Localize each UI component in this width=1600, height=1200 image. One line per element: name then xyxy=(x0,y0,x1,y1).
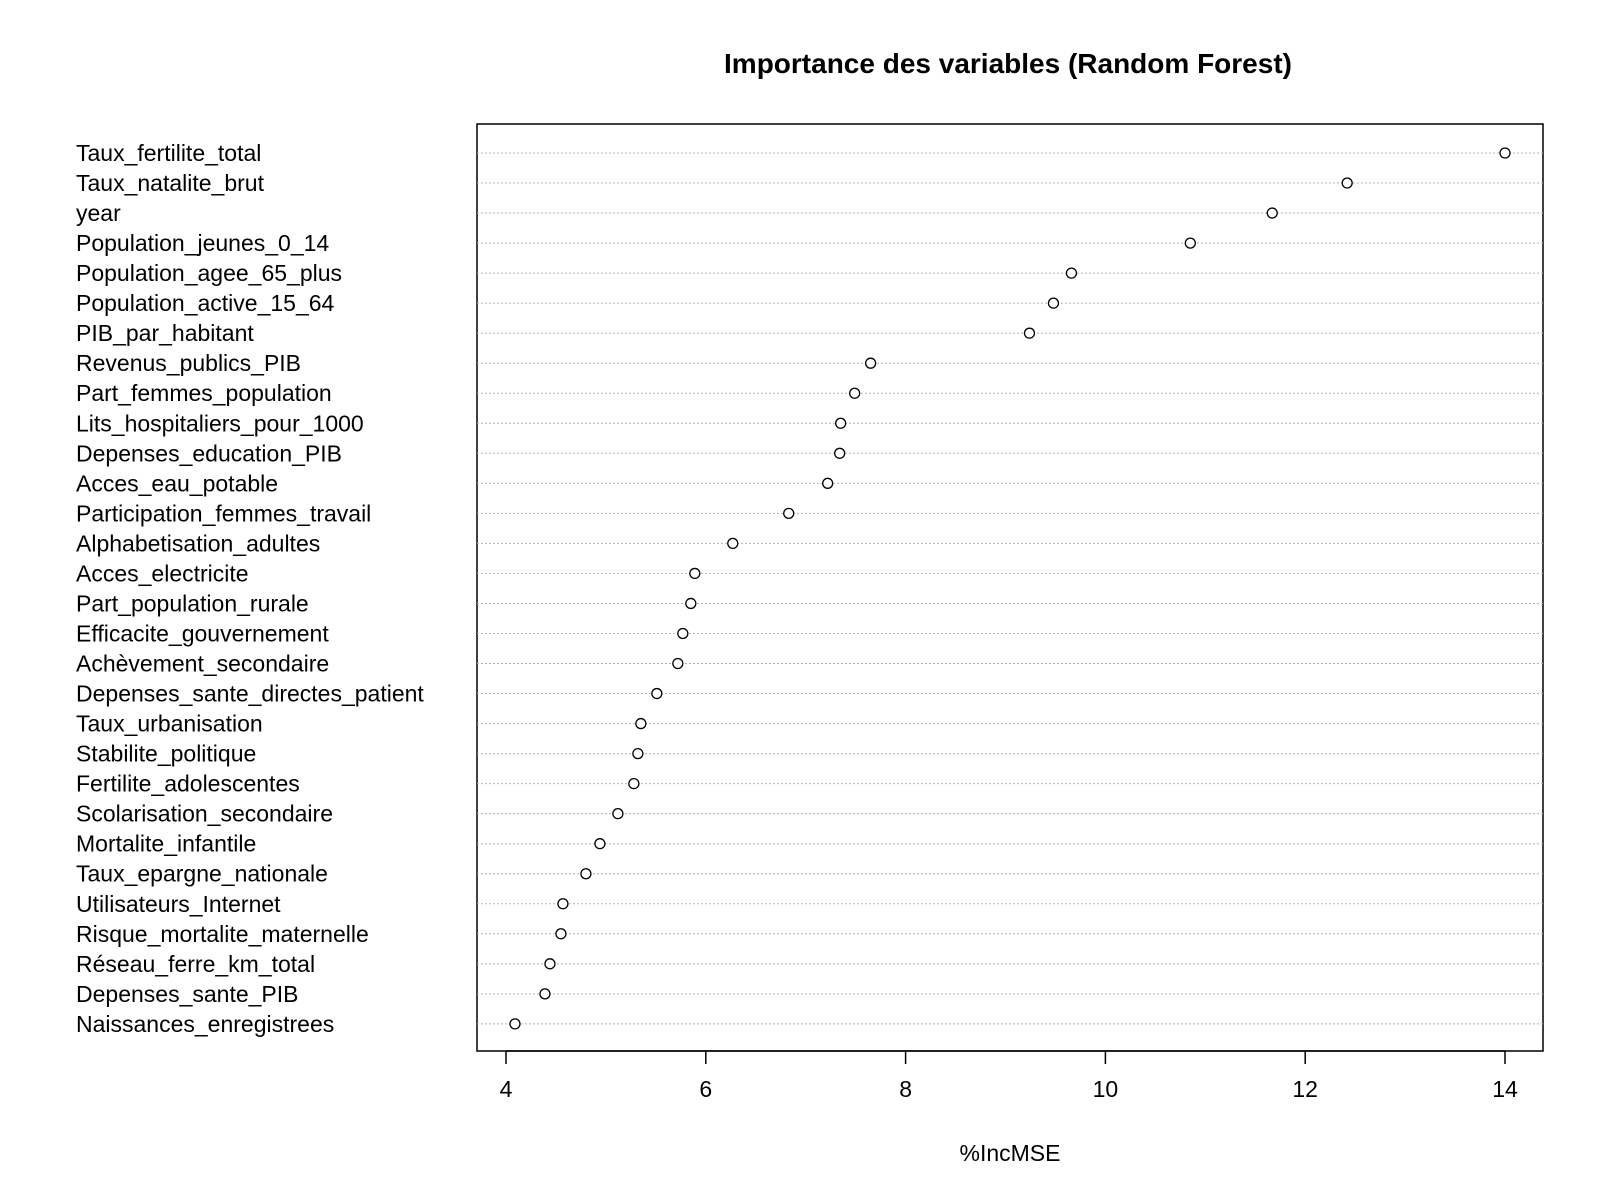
x-tick-label: 4 xyxy=(500,1076,513,1102)
data-point xyxy=(556,929,566,939)
x-tick-label: 6 xyxy=(699,1076,712,1102)
category-label: Stabilite_politique xyxy=(76,741,256,767)
category-label: Achèvement_secondaire xyxy=(76,651,329,677)
data-point xyxy=(1048,298,1058,308)
category-label: Efficacite_gouvernement xyxy=(76,620,329,646)
data-point xyxy=(1024,328,1034,338)
category-label: Alphabetisation_adultes xyxy=(76,530,320,556)
category-label: Taux_fertilite_total xyxy=(76,140,261,166)
data-point xyxy=(1267,208,1277,218)
data-points xyxy=(510,148,1510,1029)
category-label: Utilisateurs_Internet xyxy=(76,891,281,917)
data-point xyxy=(540,989,550,999)
data-point xyxy=(835,448,845,458)
category-label: Taux_urbanisation xyxy=(76,711,263,737)
category-label: Acces_electricite xyxy=(76,560,249,586)
x-tick-label: 12 xyxy=(1292,1076,1318,1102)
data-point xyxy=(690,568,700,578)
data-point xyxy=(1342,178,1352,188)
category-label: Participation_femmes_travail xyxy=(76,500,371,526)
plot-frame xyxy=(477,124,1543,1051)
data-point xyxy=(595,839,605,849)
category-label: Depenses_sante_PIB xyxy=(76,981,299,1007)
category-label: Population_jeunes_0_14 xyxy=(76,230,329,256)
category-label: Réseau_ferre_km_total xyxy=(76,951,315,977)
x-tick-label: 8 xyxy=(899,1076,912,1102)
data-point xyxy=(510,1019,520,1029)
category-label: Population_agee_65_plus xyxy=(76,260,342,286)
category-label: Depenses_sante_directes_patient xyxy=(76,681,424,707)
data-point xyxy=(545,959,555,969)
data-point xyxy=(866,358,876,368)
category-label: Taux_natalite_brut xyxy=(76,170,265,196)
x-axis-title: %IncMSE xyxy=(960,1140,1061,1166)
category-labels: Taux_fertilite_total Taux_natalite_brutye… xyxy=(76,140,424,1037)
category-label: Part_femmes_population xyxy=(76,380,332,406)
data-point xyxy=(629,779,639,789)
data-point xyxy=(728,538,738,548)
data-point xyxy=(784,508,794,518)
gridlines xyxy=(477,153,1543,1024)
category-label: Scolarisation_secondaire xyxy=(76,801,333,827)
data-point xyxy=(823,478,833,488)
data-point xyxy=(558,899,568,909)
data-point xyxy=(686,598,696,608)
x-axis: 4 6 8 10 12 14 xyxy=(500,1051,1518,1102)
category-label: Revenus_publics_PIB xyxy=(76,350,301,376)
category-label: Risque_mortalite_maternelle xyxy=(76,921,369,947)
data-point xyxy=(581,869,591,879)
category-label: Taux_epargne_nationale xyxy=(76,861,328,887)
data-point xyxy=(633,749,643,759)
data-point xyxy=(678,628,688,638)
category-label: Population_active_15_64 xyxy=(76,290,335,316)
data-point xyxy=(652,689,662,699)
data-point xyxy=(636,719,646,729)
category-label: year xyxy=(76,200,121,226)
data-point xyxy=(613,809,623,819)
category-label: PIB_par_habitant xyxy=(76,320,254,346)
data-point xyxy=(673,659,683,669)
data-point xyxy=(1066,268,1076,278)
category-label: Depenses_education_PIB xyxy=(76,440,342,466)
category-label: Naissances_enregistrees xyxy=(76,1011,334,1037)
category-label: Acces_eau_potable xyxy=(76,470,278,496)
category-label: Lits_hospitaliers_pour_1000 xyxy=(76,410,364,436)
data-point xyxy=(1185,238,1195,248)
category-label: Fertilite_adolescentes xyxy=(76,771,300,797)
category-label: Part_population_rurale xyxy=(76,590,309,616)
category-label: Mortalite_infantile xyxy=(76,831,256,857)
data-point xyxy=(850,388,860,398)
x-tick-label: 14 xyxy=(1492,1076,1518,1102)
chart-title: Importance des variables (Random Forest) xyxy=(724,48,1292,79)
data-point xyxy=(1500,148,1510,158)
data-point xyxy=(836,418,846,428)
x-tick-label: 10 xyxy=(1093,1076,1119,1102)
